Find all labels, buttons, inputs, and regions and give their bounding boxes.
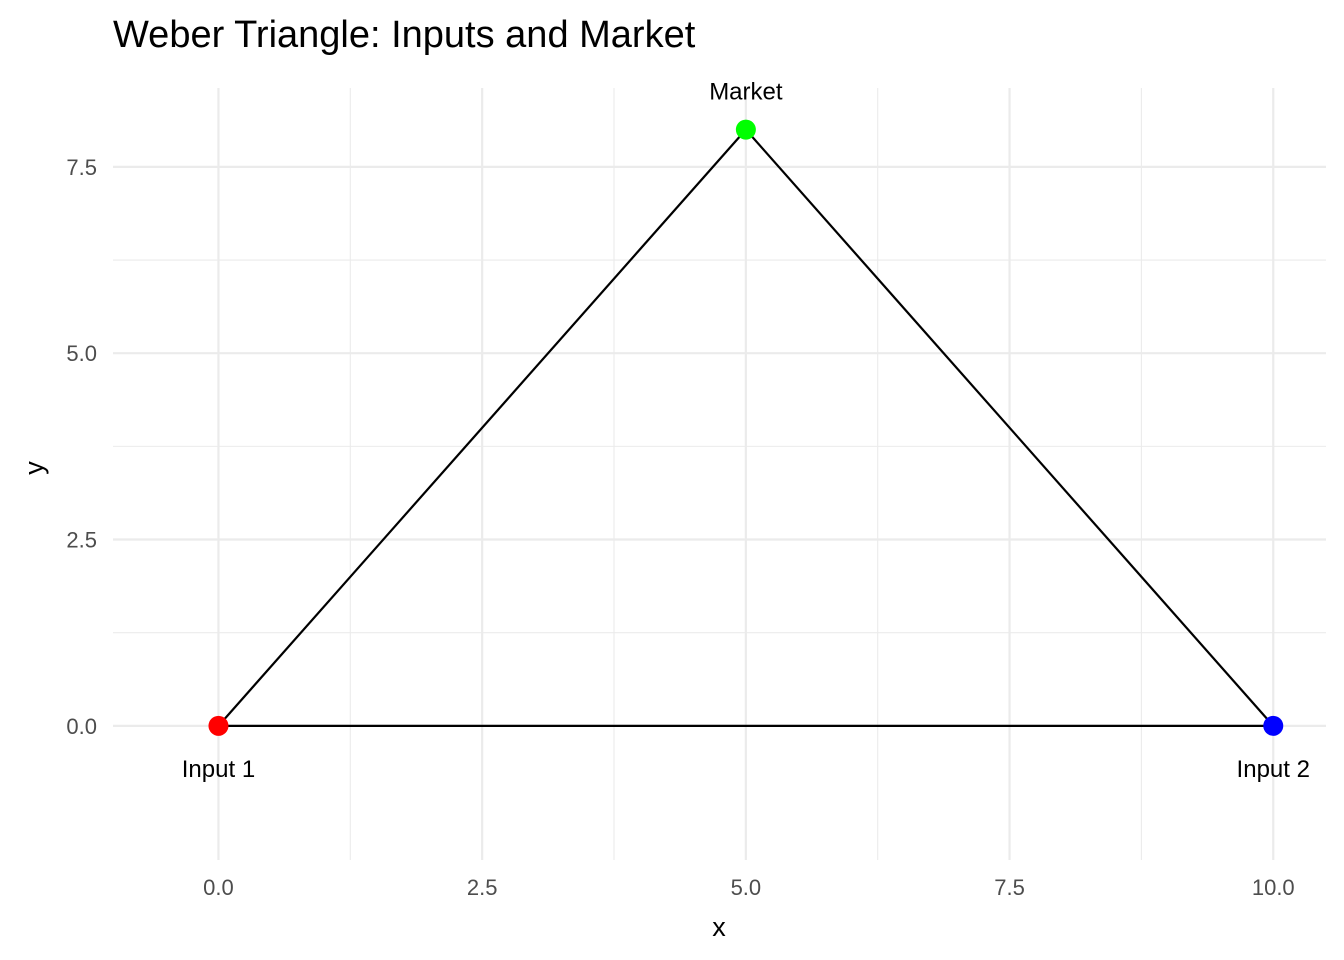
point-label-input-1: Input 1 [182,756,255,783]
triangle-edge [745,128,1275,727]
y-tick-label: 0.0 [66,714,97,739]
point-input-2 [1263,715,1284,736]
point-label-input-2: Input 2 [1237,756,1310,783]
x-tick-label: 5.0 [731,875,762,900]
y-tick-label: 2.5 [66,528,97,553]
major-gridlines [113,88,1326,860]
x-tick-label: 7.5 [994,875,1025,900]
y-axis-tick-labels: 0.0 2.5 5.0 7.5 [66,155,97,739]
x-tick-label: 10.0 [1252,875,1295,900]
point-input-1 [208,715,229,736]
point-market [735,119,756,140]
triangle-edge [217,128,747,727]
x-tick-label: 2.5 [467,875,498,900]
minor-gridlines [113,88,1326,860]
y-tick-label: 7.5 [66,155,97,180]
point-label-market: Market [709,79,783,106]
x-axis-tick-labels: 0.0 2.5 5.0 7.5 10.0 [203,875,1294,900]
point-labels: Input 1 Market Input 2 [182,79,1310,783]
chart-title: Weber Triangle: Inputs and Market [113,14,696,56]
triangle-edges [217,128,1275,727]
y-axis-label: y [19,461,49,475]
x-tick-label: 0.0 [203,875,234,900]
data-points [208,119,1284,736]
y-tick-label: 5.0 [66,341,97,366]
x-axis-label: x [712,912,726,942]
